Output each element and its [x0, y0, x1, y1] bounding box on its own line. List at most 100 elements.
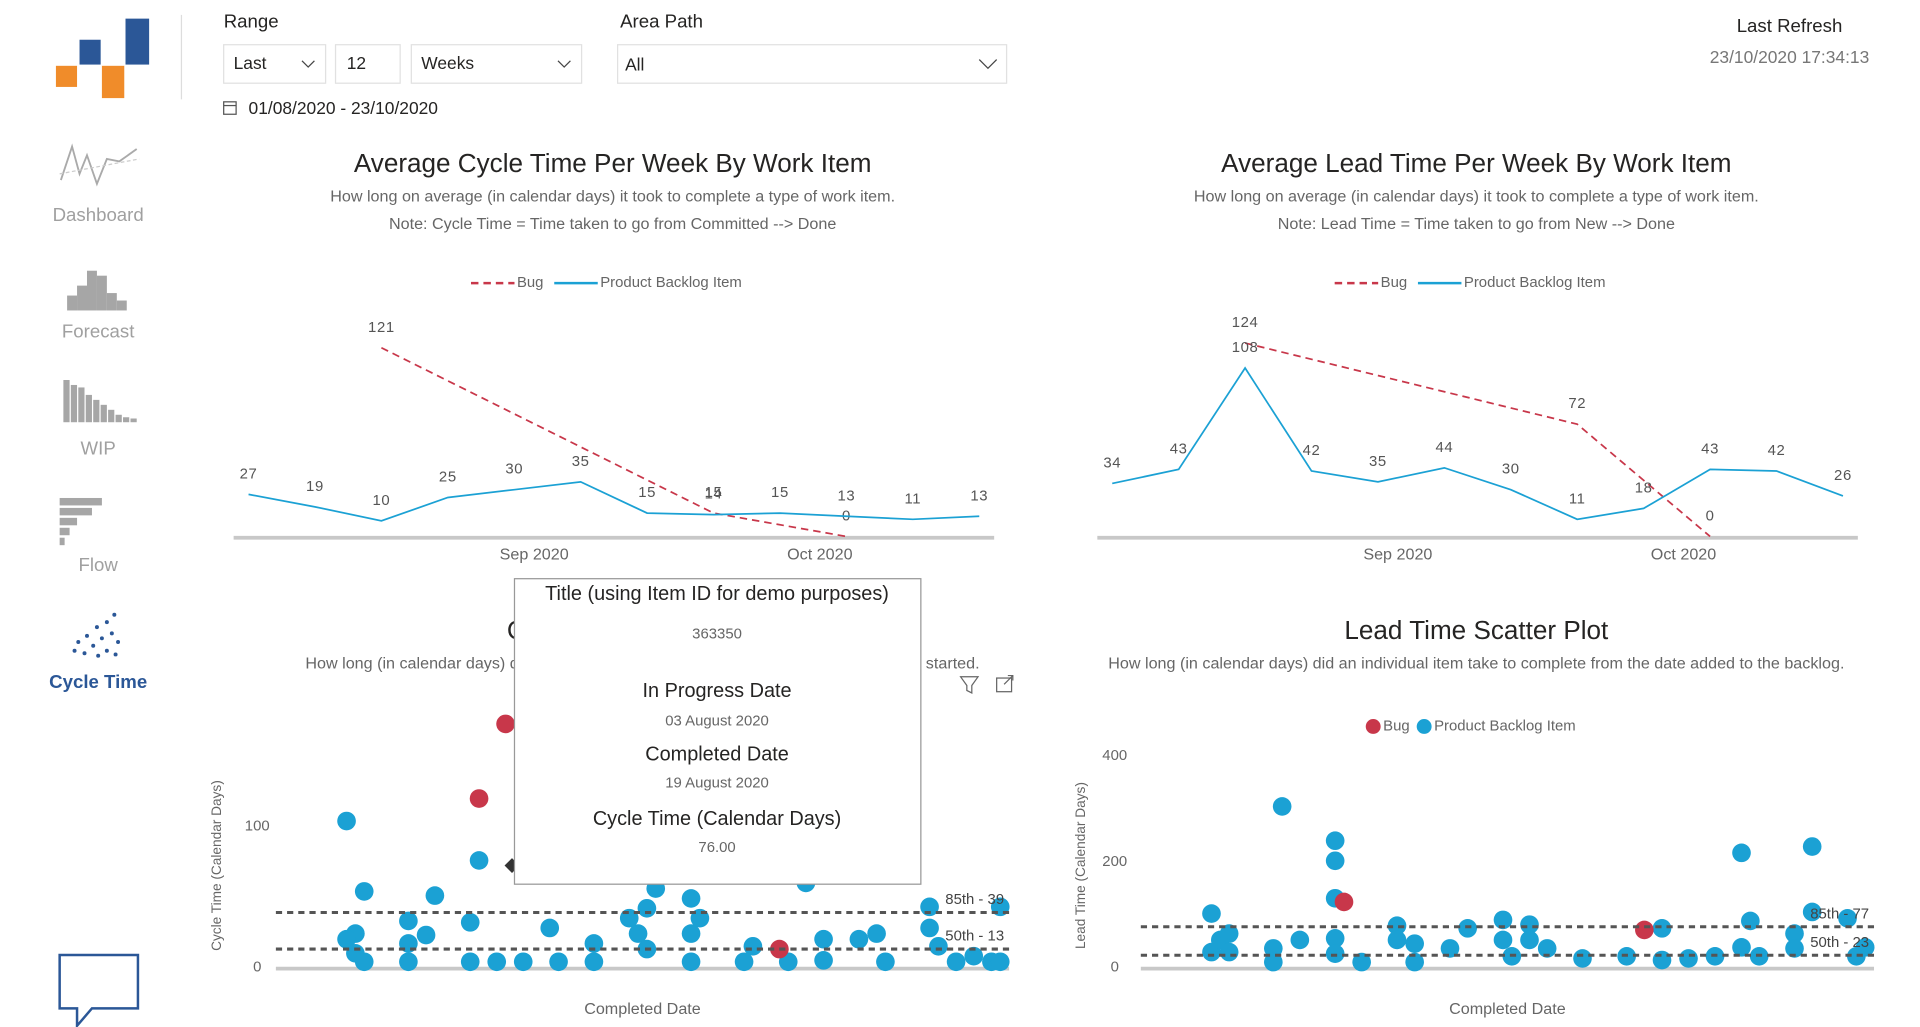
scatter-point: [1387, 930, 1407, 950]
data-label: 14: [705, 487, 723, 503]
series-line: [248, 480, 980, 522]
data-label: 11: [904, 491, 921, 507]
range-label: Range: [224, 10, 279, 31]
scatter-point: [1440, 939, 1460, 958]
data-label: 108: [1232, 340, 1259, 356]
scatter-point: [540, 918, 560, 938]
chart-title: Average Cycle Time Per Week By Work Item: [354, 148, 872, 178]
scatter-point: [628, 924, 648, 943]
scatter-point: [734, 952, 754, 972]
scatter-point: [1325, 851, 1345, 871]
range-mode-dropdown[interactable]: Last: [223, 44, 327, 84]
nav-label[interactable]: Forecast: [62, 321, 135, 342]
x-axis-title: Completed Date: [1449, 1000, 1566, 1018]
scatter-point: [496, 714, 515, 734]
scatter-point: [1493, 910, 1513, 930]
data-label: 124: [1232, 315, 1259, 331]
scatter-point: [1520, 915, 1539, 934]
scatter-point: [1264, 952, 1283, 972]
tooltip-label: Completed Date: [645, 743, 789, 765]
tooltip-label: In Progress Date: [643, 680, 792, 702]
dropdown-value[interactable]: All: [625, 54, 644, 74]
scatter-point: [1352, 952, 1371, 972]
nav-item[interactable]: Forecast: [62, 270, 135, 342]
nav-label[interactable]: Cycle Time: [49, 671, 147, 692]
input-value[interactable]: 12: [347, 53, 366, 73]
scatter-point: [1573, 949, 1592, 968]
scatter-point: [460, 952, 480, 972]
scatter-point: [469, 851, 489, 870]
scatter-point: [1635, 920, 1654, 940]
scatter-point: [1785, 939, 1804, 958]
nav-label[interactable]: Flow: [79, 554, 119, 575]
data-label: 27: [240, 466, 258, 482]
scatter-point: [1219, 924, 1239, 943]
data-label: 25: [439, 470, 457, 486]
data-label: 30: [505, 462, 523, 478]
chart-title: Lead Time Scatter Plot: [1344, 615, 1609, 645]
scatter-point: [681, 924, 701, 943]
legend-label: Bug: [1383, 718, 1410, 734]
charts: Average Cycle Time Per Week By Work Item…: [209, 148, 1875, 1018]
data-label: 43: [1701, 441, 1719, 457]
y-tick-label: 200: [1102, 854, 1127, 870]
focus-icon[interactable]: [996, 674, 1014, 693]
chart-note: Note: Lead Time = Time taken to go from …: [1278, 215, 1675, 233]
nav-item[interactable]: WIP: [63, 380, 137, 458]
date-range: 01/08/2020 - 23/10/2020: [249, 98, 438, 118]
nav-label[interactable]: WIP: [81, 437, 116, 458]
legend-label: Bug: [517, 275, 544, 291]
nav-item[interactable]: Flow: [59, 497, 119, 575]
scatter-point: [1458, 919, 1477, 938]
tooltip-label: Cycle Time (Calendar Days): [593, 808, 841, 830]
scatter-point: [1785, 924, 1804, 943]
scatter-point: [964, 946, 984, 966]
scatter-point: [1272, 797, 1292, 816]
chart-subtitle: How long on average (in calendar days) i…: [330, 188, 895, 206]
nav-label[interactable]: Dashboard: [53, 204, 144, 225]
series-line: [1244, 342, 1711, 538]
tooltip-label: Title (using Item ID for demo purposes): [545, 583, 889, 605]
y-tick-label: 400: [1102, 748, 1127, 764]
scatter-point: [469, 789, 489, 808]
range-unit-dropdown[interactable]: Weeks: [410, 44, 583, 84]
dropdown-value[interactable]: Weeks: [421, 53, 474, 73]
data-label: 15: [771, 485, 789, 501]
data-label: 18: [1635, 480, 1653, 496]
tooltip-value: 03 August 2020: [665, 713, 769, 729]
scatter-point: [513, 952, 533, 972]
tooltip-value: 363350: [692, 627, 742, 643]
scatter-point: [929, 936, 948, 956]
nav-item[interactable]: Cycle Time: [49, 612, 147, 692]
legend-label: Bug: [1381, 275, 1408, 291]
scatter-point: [814, 951, 833, 970]
range-count-input[interactable]: 12: [334, 44, 401, 84]
scatter-point: [1537, 939, 1557, 958]
data-label: 44: [1435, 440, 1453, 456]
data-label: 19: [306, 479, 324, 495]
chart-subtitle: How long (in calendar days) did an indiv…: [1108, 655, 1844, 673]
scatter-point: [354, 952, 374, 972]
x-tick-label: Sep 2020: [1363, 545, 1432, 563]
scatter-point: [1290, 930, 1310, 950]
area-path-dropdown[interactable]: All: [617, 44, 1008, 84]
refresh-label: Last Refresh: [1737, 15, 1843, 36]
chart-note: Note: Cycle Time = Time taken to go from…: [389, 215, 836, 233]
series-line: [381, 346, 847, 538]
feedback-icon[interactable]: [58, 953, 140, 1027]
y-tick-label: 0: [1111, 959, 1119, 975]
scatter-point: [637, 898, 657, 918]
dropdown-value[interactable]: Last: [234, 53, 267, 73]
y-axis-title: Lead Time (Calendar Days): [1073, 782, 1088, 949]
scatter-point: [1802, 837, 1822, 856]
data-label: 11: [1569, 491, 1586, 507]
data-label: 35: [1369, 454, 1387, 470]
data-label: 0: [1706, 509, 1715, 525]
data-label: 10: [372, 493, 390, 509]
data-label: 13: [970, 488, 988, 504]
scatter-point: [1387, 916, 1407, 936]
filter-icon[interactable]: [959, 676, 980, 694]
nav-item[interactable]: Dashboard: [53, 143, 144, 225]
scatter-point: [1334, 892, 1354, 912]
legend-swatch: [1416, 719, 1432, 734]
